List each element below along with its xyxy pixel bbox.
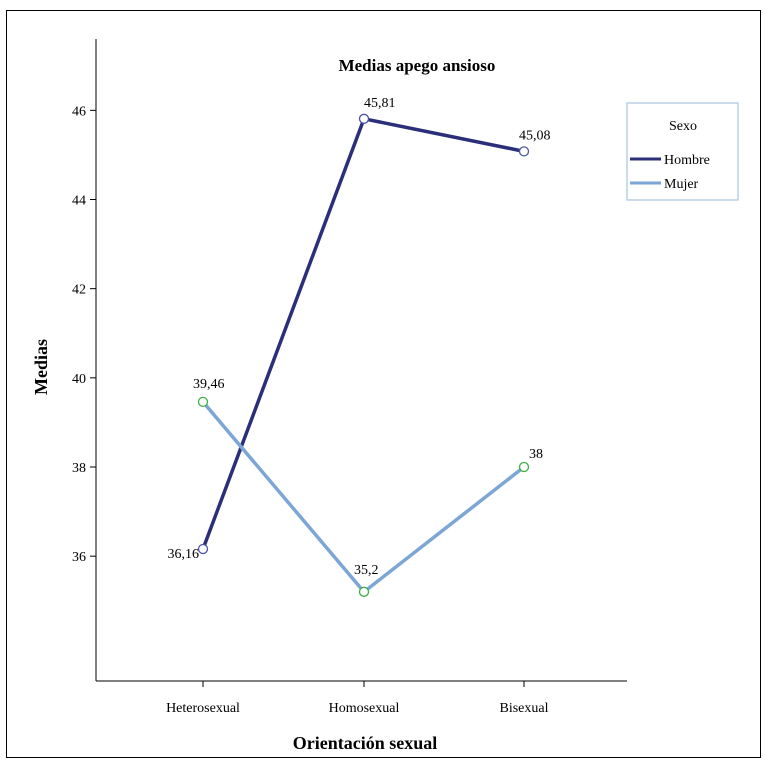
y-tick-label: 40 <box>72 372 86 387</box>
data-point-hombre <box>197 543 209 555</box>
legend: Sexo Hombre Mujer <box>626 102 739 201</box>
data-label-hombre: 45,08 <box>519 128 551 143</box>
y-tick-label: 38 <box>72 461 86 476</box>
x-tick-label: Bisexual <box>500 701 549 716</box>
data-label-mujer: 38 <box>529 447 543 462</box>
y-axis-title: Medias <box>31 339 51 395</box>
data-point-hombre <box>518 146 530 157</box>
legend-label-mujer: Mujer <box>664 177 699 192</box>
y-tick-label: 46 <box>72 104 86 119</box>
x-tick-label: Heterosexual <box>166 701 240 716</box>
series-layer <box>197 113 530 597</box>
y-tick-label: 42 <box>72 283 86 298</box>
legend-box <box>626 102 739 201</box>
data-point-mujer <box>518 461 530 473</box>
chart-title: Medias apego ansioso <box>339 56 496 75</box>
axes: 36 38 40 42 44 46 Heterosexual Homosexual Bisexu… <box>72 39 627 716</box>
x-axis-title: Orientación sexual <box>293 733 438 753</box>
x-tick-label: Homosexual <box>329 701 400 716</box>
data-point-hombre <box>358 113 370 124</box>
y-tick-label: 36 <box>72 550 86 565</box>
y-tick-label: 44 <box>72 194 86 209</box>
line-chart: 36 38 40 42 44 46 Heterosexual Homosexual Bisexu… <box>31 39 739 753</box>
data-label-mujer: 35,2 <box>354 563 379 578</box>
cropped-top-strip <box>0 0 765 10</box>
legend-label-hombre: Hombre <box>664 153 710 168</box>
data-label-hombre: 45,81 <box>364 96 396 111</box>
series-line-hombre <box>201 117 525 550</box>
legend-title: Sexo <box>669 119 697 134</box>
data-labels: 36,16 45,81 45,08 39,46 35,2 38 <box>168 96 551 578</box>
data-label-mujer: 39,46 <box>193 377 225 392</box>
data-point-mujer <box>197 396 209 408</box>
chart-frame: 36 38 40 42 44 46 Heterosexual Homosexual Bisexu… <box>6 10 761 758</box>
data-label-hombre: 36,16 <box>168 547 200 562</box>
data-point-mujer <box>358 586 370 597</box>
